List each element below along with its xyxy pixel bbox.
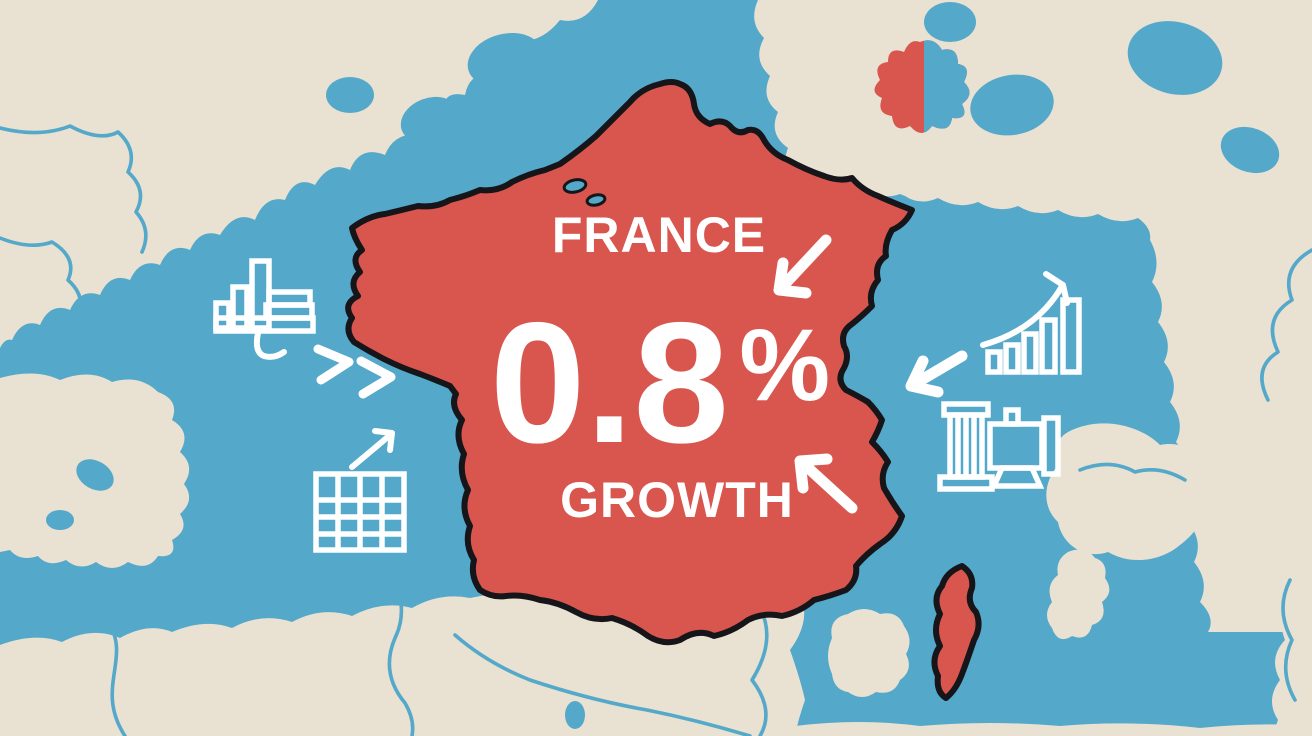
machine-stand: [989, 465, 1045, 489]
bar: [1003, 342, 1021, 375]
landmass-northeast: [754, 0, 1312, 632]
lake: [76, 459, 114, 491]
growth-curve: [980, 283, 1065, 348]
river-south-3: [453, 633, 752, 736]
fjord-inlet: [400, 96, 460, 144]
headline-text: FRANCE 0.8 % GROWTH: [490, 207, 830, 528]
border-line: [0, 236, 83, 320]
arrow-shaft: [800, 460, 858, 514]
landmass-northwest: [0, 0, 598, 348]
bottom-coast-strip: [795, 722, 1312, 736]
lakes-and-inlets: [46, 2, 1280, 729]
hbar: [213, 315, 316, 334]
landmass-south: [0, 585, 805, 736]
landmass-east: [1046, 423, 1211, 561]
grid-lines: [316, 474, 404, 550]
lake: [924, 2, 976, 42]
column-and-machine-icon: [937, 401, 1061, 492]
bar: [1021, 331, 1039, 375]
growth-value-number: 0.8: [490, 287, 729, 479]
river-east-2: [1078, 462, 1187, 482]
france-region: [345, 79, 915, 646]
arrow-head: [905, 355, 944, 398]
bar: [1039, 317, 1058, 375]
arrow-head: [773, 257, 812, 299]
column-base: [937, 474, 995, 492]
lake: [1127, 21, 1223, 95]
bar: [230, 284, 250, 331]
pond-south: [565, 701, 585, 729]
grid-arrow-shaft: [349, 433, 392, 470]
corsica-island: [931, 563, 982, 701]
lake: [46, 510, 74, 530]
fjord-inlet: [326, 77, 374, 113]
lake-in-france: [562, 178, 588, 194]
growth-value: 0.8 %: [490, 287, 830, 479]
borders-and-rivers: [0, 124, 1312, 736]
arrow-head: [794, 453, 833, 494]
pointer-arrows: [773, 234, 968, 514]
arrow-left-icon: [905, 350, 968, 398]
river-south-2: [387, 566, 415, 736]
lake-in-france: [585, 193, 607, 207]
river-east-1: [1260, 248, 1312, 402]
chevron: [356, 356, 396, 399]
border-line: [0, 124, 148, 254]
flow-chevrons-icon: [253, 330, 396, 399]
bar-chart-icon: [213, 258, 316, 334]
country-label: FRANCE: [552, 207, 766, 263]
bar: [1060, 297, 1082, 375]
island-east: [1047, 549, 1110, 640]
column-flutes: [955, 415, 977, 477]
machine-slab: [1041, 415, 1061, 477]
arrow-down-left-icon: [773, 234, 832, 299]
growth-curve-head: [1043, 271, 1070, 306]
france-shape: [345, 79, 915, 646]
river-corner: [1281, 578, 1297, 702]
island-west-of-corsica: [828, 609, 910, 697]
arrow-up-left-icon: [794, 453, 858, 514]
corsica-shape: [931, 563, 982, 701]
growth-value-unit: %: [739, 308, 830, 422]
arrow-shaft: [912, 350, 968, 388]
growth-label: GROWTH: [560, 472, 794, 528]
chevron: [313, 344, 354, 385]
table-grid-growth-arrow-icon: [313, 428, 407, 553]
flow-curve: [253, 330, 287, 360]
fjord-inlet: [467, 33, 543, 87]
rising-bar-chart-icon: [980, 271, 1082, 375]
arrow-shaft: [778, 234, 832, 291]
river-south-1: [108, 623, 127, 736]
lake: [1220, 126, 1280, 174]
lake: [970, 74, 1054, 136]
landmass-southeast-corner: [1271, 560, 1312, 736]
bar: [985, 349, 1003, 375]
river-south-4: [750, 598, 769, 736]
grid-arrow-head: [372, 428, 395, 453]
